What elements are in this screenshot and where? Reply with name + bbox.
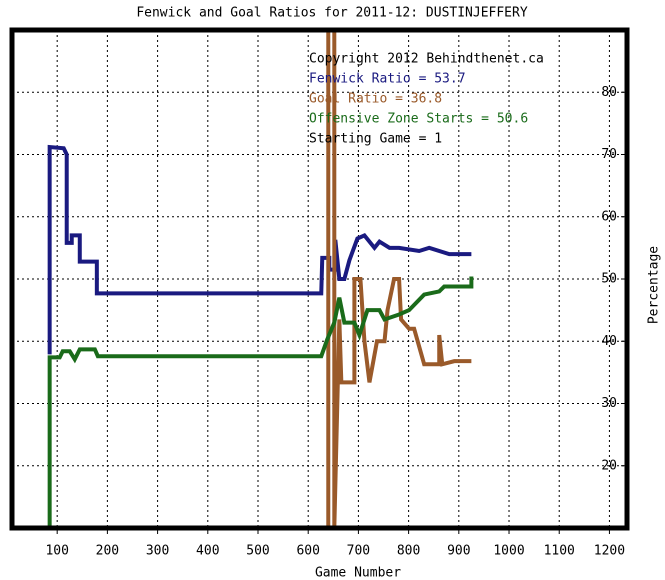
x-tick-label: 1200 xyxy=(594,544,625,559)
annotation: Offensive Zone Starts = 50.6 xyxy=(309,112,528,127)
annotation: Fenwick Ratio = 53.7 xyxy=(309,72,466,87)
y-tick-label: 20 xyxy=(601,458,617,473)
y-tick-label: 80 xyxy=(601,85,617,100)
plot-area xyxy=(47,30,474,528)
x-tick-label: 600 xyxy=(296,544,319,559)
data-line xyxy=(47,144,472,355)
x-tick-label: 500 xyxy=(246,544,269,559)
data-line xyxy=(47,276,474,528)
x-tick-label: 1000 xyxy=(493,544,524,559)
y-tick-label: 50 xyxy=(601,272,617,287)
data-line xyxy=(326,30,472,528)
annotation: Starting Game = 1 xyxy=(309,132,442,147)
x-tick-label: 400 xyxy=(196,544,219,559)
y-tick-label: 40 xyxy=(601,334,617,349)
annotation: Copyright 2012 Behindthenet.ca xyxy=(309,52,544,67)
x-tick-label: 100 xyxy=(45,544,68,559)
y-axis-label: Percentage xyxy=(647,246,662,324)
x-tick-label: 800 xyxy=(397,544,420,559)
x-tick-label: 300 xyxy=(146,544,169,559)
x-tick-label: 900 xyxy=(447,544,470,559)
y-tick-label: 70 xyxy=(601,147,617,162)
x-tick-label: 200 xyxy=(96,544,119,559)
chart-title: Fenwick and Goal Ratios for 2011-12: DUS… xyxy=(136,6,528,21)
x-tick-label: 1100 xyxy=(544,544,575,559)
annotation: Goal Ratio = 36.8 xyxy=(309,92,442,107)
plot-frame xyxy=(9,27,630,531)
x-axis-label: Game Number xyxy=(315,566,401,580)
x-tick-label: 700 xyxy=(347,544,370,559)
y-tick-label: 30 xyxy=(601,396,617,411)
y-tick-label: 60 xyxy=(601,209,617,224)
